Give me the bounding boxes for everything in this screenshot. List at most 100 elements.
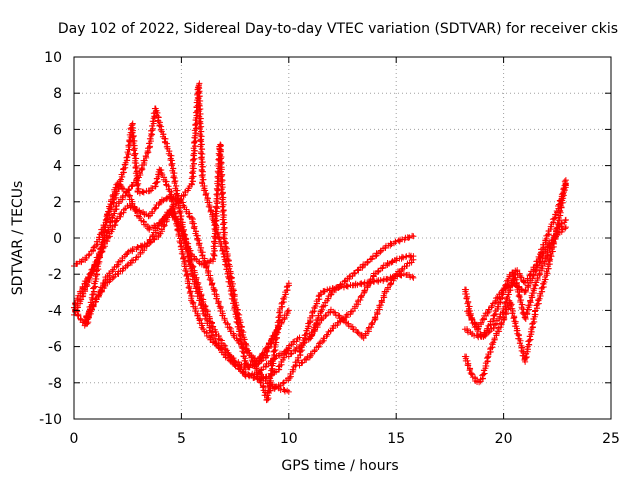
data-point (210, 255, 217, 262)
data-point (177, 223, 184, 230)
y-tick-label: 8 (53, 86, 62, 102)
data-point (190, 160, 197, 167)
data-point (220, 207, 227, 214)
data-point (180, 255, 187, 262)
data-point (373, 309, 380, 316)
data-point (467, 366, 474, 373)
data-point (93, 242, 100, 249)
data-point (105, 209, 112, 216)
data-point (230, 287, 237, 294)
data-point (513, 327, 520, 334)
data-point (187, 288, 194, 295)
data-point (253, 358, 260, 365)
data-point (467, 312, 474, 319)
data-point (312, 303, 319, 310)
series-track-15 (464, 224, 569, 332)
data-point (302, 331, 309, 338)
data-point (364, 282, 371, 289)
data-point (225, 258, 232, 265)
data-point (524, 346, 531, 353)
data-point (354, 281, 361, 288)
data-point (511, 276, 518, 283)
y-tick-label: -8 (48, 376, 62, 392)
data-point (110, 213, 117, 220)
data-point (128, 257, 135, 264)
data-point (562, 180, 569, 187)
data-point (123, 189, 130, 196)
data-point (508, 301, 515, 308)
data-point (319, 338, 326, 345)
series-track-13 (461, 180, 569, 341)
data-point (562, 225, 569, 232)
data-point (410, 233, 417, 240)
data-point (285, 280, 292, 287)
data-point (231, 361, 238, 368)
data-point (471, 320, 478, 327)
data-point (149, 125, 156, 132)
data-point (215, 335, 222, 342)
data-point (104, 211, 111, 218)
data-point (541, 279, 548, 286)
x-tick-label: 25 (602, 431, 620, 447)
data-point (196, 102, 203, 109)
data-point (318, 303, 325, 310)
data-point (324, 331, 331, 338)
data-point (129, 134, 136, 141)
data-point (492, 295, 499, 302)
data-point (256, 367, 263, 374)
x-tick-label: 5 (177, 431, 186, 447)
data-point (383, 276, 390, 283)
data-point (207, 277, 214, 284)
data-point (219, 247, 226, 254)
data-point (265, 395, 272, 402)
data-point (216, 156, 223, 163)
data-point (556, 197, 563, 204)
data-point (549, 248, 556, 255)
data-point (400, 254, 407, 261)
x-tick-labels: 0 5 10 15 20 25 (70, 431, 620, 447)
series-track-14 (461, 216, 569, 340)
data-point (220, 253, 227, 260)
data-point (146, 188, 153, 195)
data-point (523, 353, 530, 360)
data-point (219, 247, 226, 254)
data-point (372, 253, 379, 260)
data-point (183, 272, 190, 279)
data-point (551, 215, 558, 222)
data-point (90, 247, 97, 254)
data-point (296, 334, 303, 341)
data-point (529, 275, 536, 282)
data-point (189, 216, 196, 223)
data-point (238, 327, 245, 334)
data-point (194, 236, 201, 243)
data-point (110, 266, 117, 273)
y-tick-label: 6 (53, 122, 62, 138)
y-tick-label: 2 (53, 195, 62, 211)
data-point (343, 282, 350, 289)
data-point (211, 238, 218, 245)
y-tick-label: 10 (44, 50, 62, 66)
data-point (162, 213, 169, 220)
data-point (196, 108, 203, 115)
x-tick-label: 10 (280, 431, 298, 447)
data-point (220, 342, 227, 349)
data-point (377, 277, 384, 284)
data-point (206, 204, 213, 211)
axis-ticks (73, 56, 612, 420)
series-track-10 (296, 252, 417, 369)
data-point (289, 366, 296, 373)
data-point (263, 348, 270, 355)
data-point (217, 173, 224, 180)
data-point (279, 380, 286, 387)
data-point (219, 203, 226, 210)
data-point (123, 154, 130, 161)
data-point (185, 284, 192, 291)
data-point (484, 310, 491, 317)
data-point (315, 342, 322, 349)
data-point (357, 293, 364, 300)
data-point (168, 162, 175, 169)
data-point (468, 371, 475, 378)
x-axis-label: GPS time / hours (281, 458, 398, 474)
data-point (467, 370, 474, 377)
